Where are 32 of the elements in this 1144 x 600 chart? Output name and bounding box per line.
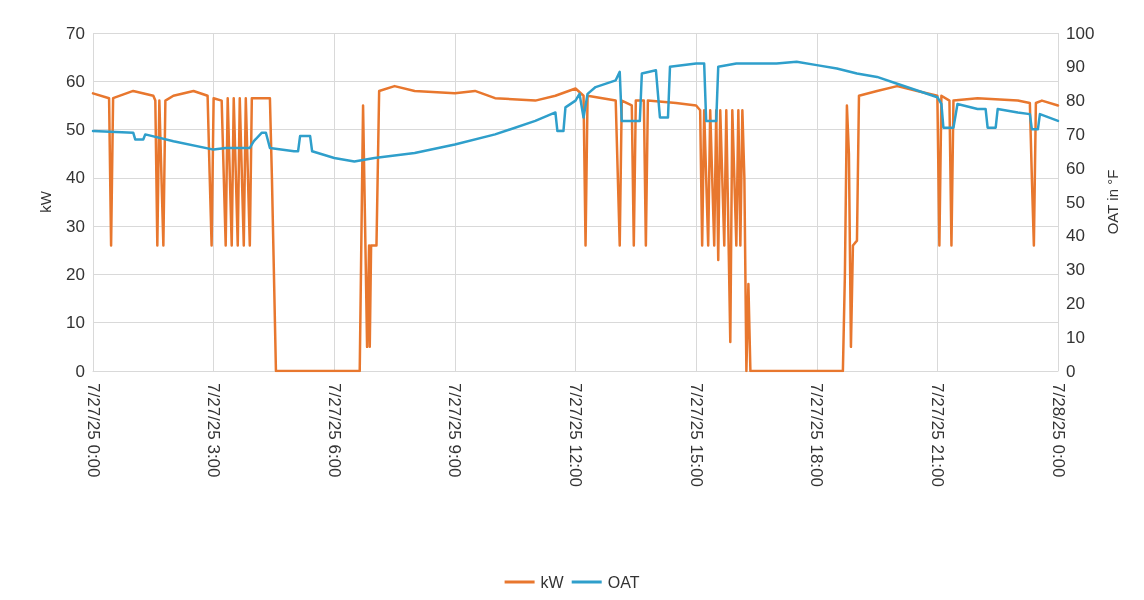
x-tick-label: 7/27/25 0:00 (83, 383, 103, 478)
y2-tick-label: 100 (1066, 23, 1095, 43)
x-tick-label: 7/27/25 18:00 (807, 383, 827, 487)
y2-tick-label: 50 (1066, 192, 1085, 212)
y2-tick-label: 20 (1066, 293, 1085, 313)
y-axis-title: kW (37, 190, 54, 213)
y-tick-label: 70 (66, 23, 85, 43)
x-tick-label: 7/28/25 0:00 (1048, 383, 1068, 478)
y2-tick-label: 10 (1066, 327, 1085, 347)
y-tick-label: 0 (75, 361, 85, 381)
y2-tick-label: 90 (1066, 57, 1085, 77)
y2-tick-label: 0 (1066, 361, 1076, 381)
y2-axis-title: OAT in °F (1104, 169, 1122, 235)
y-tick-label: 50 (66, 120, 85, 140)
x-tick-label: 7/27/25 12:00 (566, 383, 585, 487)
y2-tick-label: 30 (1066, 260, 1085, 280)
y-tick-label: 40 (66, 168, 85, 188)
y2-tick-label: 40 (1066, 226, 1085, 246)
y2-tick-label: 80 (1066, 91, 1085, 111)
legend-label: kW (540, 573, 565, 591)
x-tick-label: 7/27/25 15:00 (686, 383, 706, 487)
y-tick-label: 10 (66, 313, 85, 333)
x-tick-label: 7/27/25 3:00 (204, 383, 224, 478)
y2-tick-label: 60 (1066, 158, 1085, 178)
y2-tick-label: 70 (1066, 124, 1085, 144)
y-tick-label: 30 (66, 216, 85, 236)
legend-label: OAT (607, 573, 640, 591)
x-tick-label: 7/27/25 6:00 (324, 383, 344, 478)
x-tick-label: 7/27/25 9:00 (445, 383, 465, 478)
x-tick-label: 7/27/25 21:00 (927, 383, 947, 487)
y-tick-label: 20 (66, 264, 85, 284)
y-tick-label: 60 (66, 71, 85, 91)
